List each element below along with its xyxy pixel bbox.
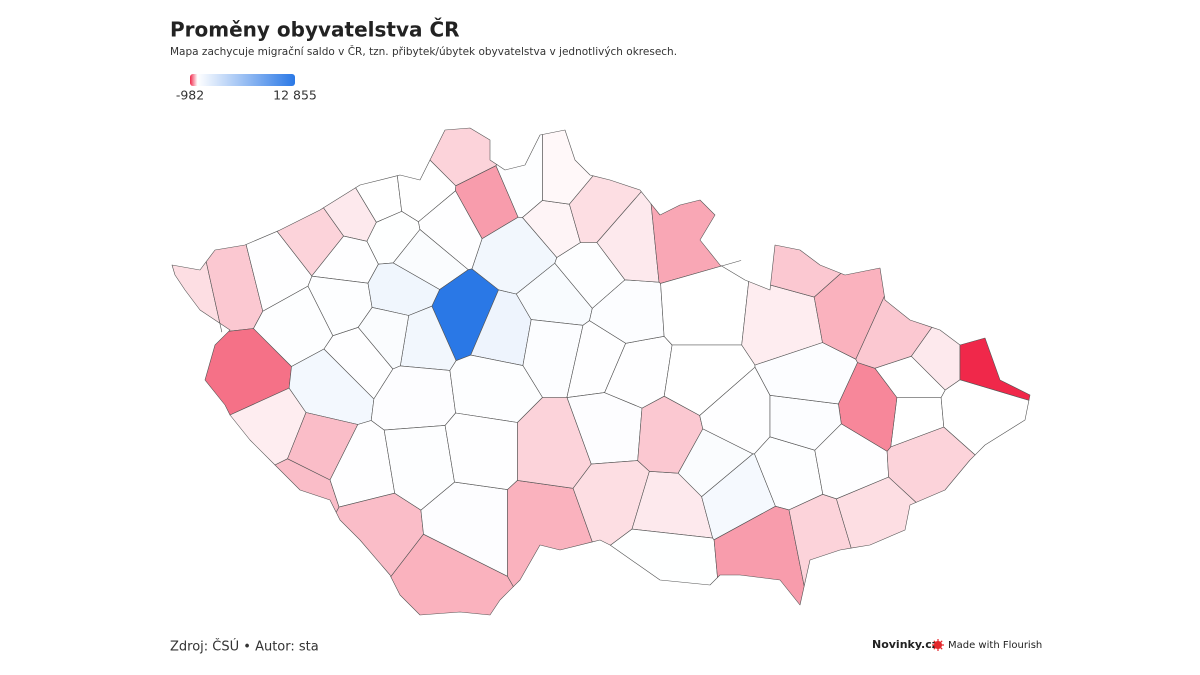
district: [874, 356, 946, 398]
flourish-logo: [932, 639, 944, 651]
district: [171, 261, 223, 333]
district: [610, 528, 718, 586]
color-legend: [190, 74, 295, 86]
district: [542, 129, 594, 205]
legend-tick-label: -982: [176, 88, 204, 103]
chart-title: Proměny obyvatelstva ČR: [170, 18, 460, 42]
district: [713, 506, 805, 606]
district: [769, 395, 842, 451]
district: [650, 199, 742, 284]
map: [171, 127, 1031, 616]
legend-tick-label: 12 855: [273, 88, 317, 103]
district: [677, 428, 754, 497]
brand: Novinky.cz: [872, 638, 938, 651]
district: [444, 412, 518, 490]
district: [940, 379, 1030, 456]
district: [596, 191, 660, 283]
chart-subtitle: Mapa zachycuje migrační saldo v ČR, tzn.…: [170, 45, 677, 58]
credit: Made with Flourish: [948, 640, 1042, 651]
district: [383, 425, 455, 511]
source: Zdroj: ČSÚ • Autor: sta: [170, 639, 319, 655]
district: [274, 458, 340, 513]
